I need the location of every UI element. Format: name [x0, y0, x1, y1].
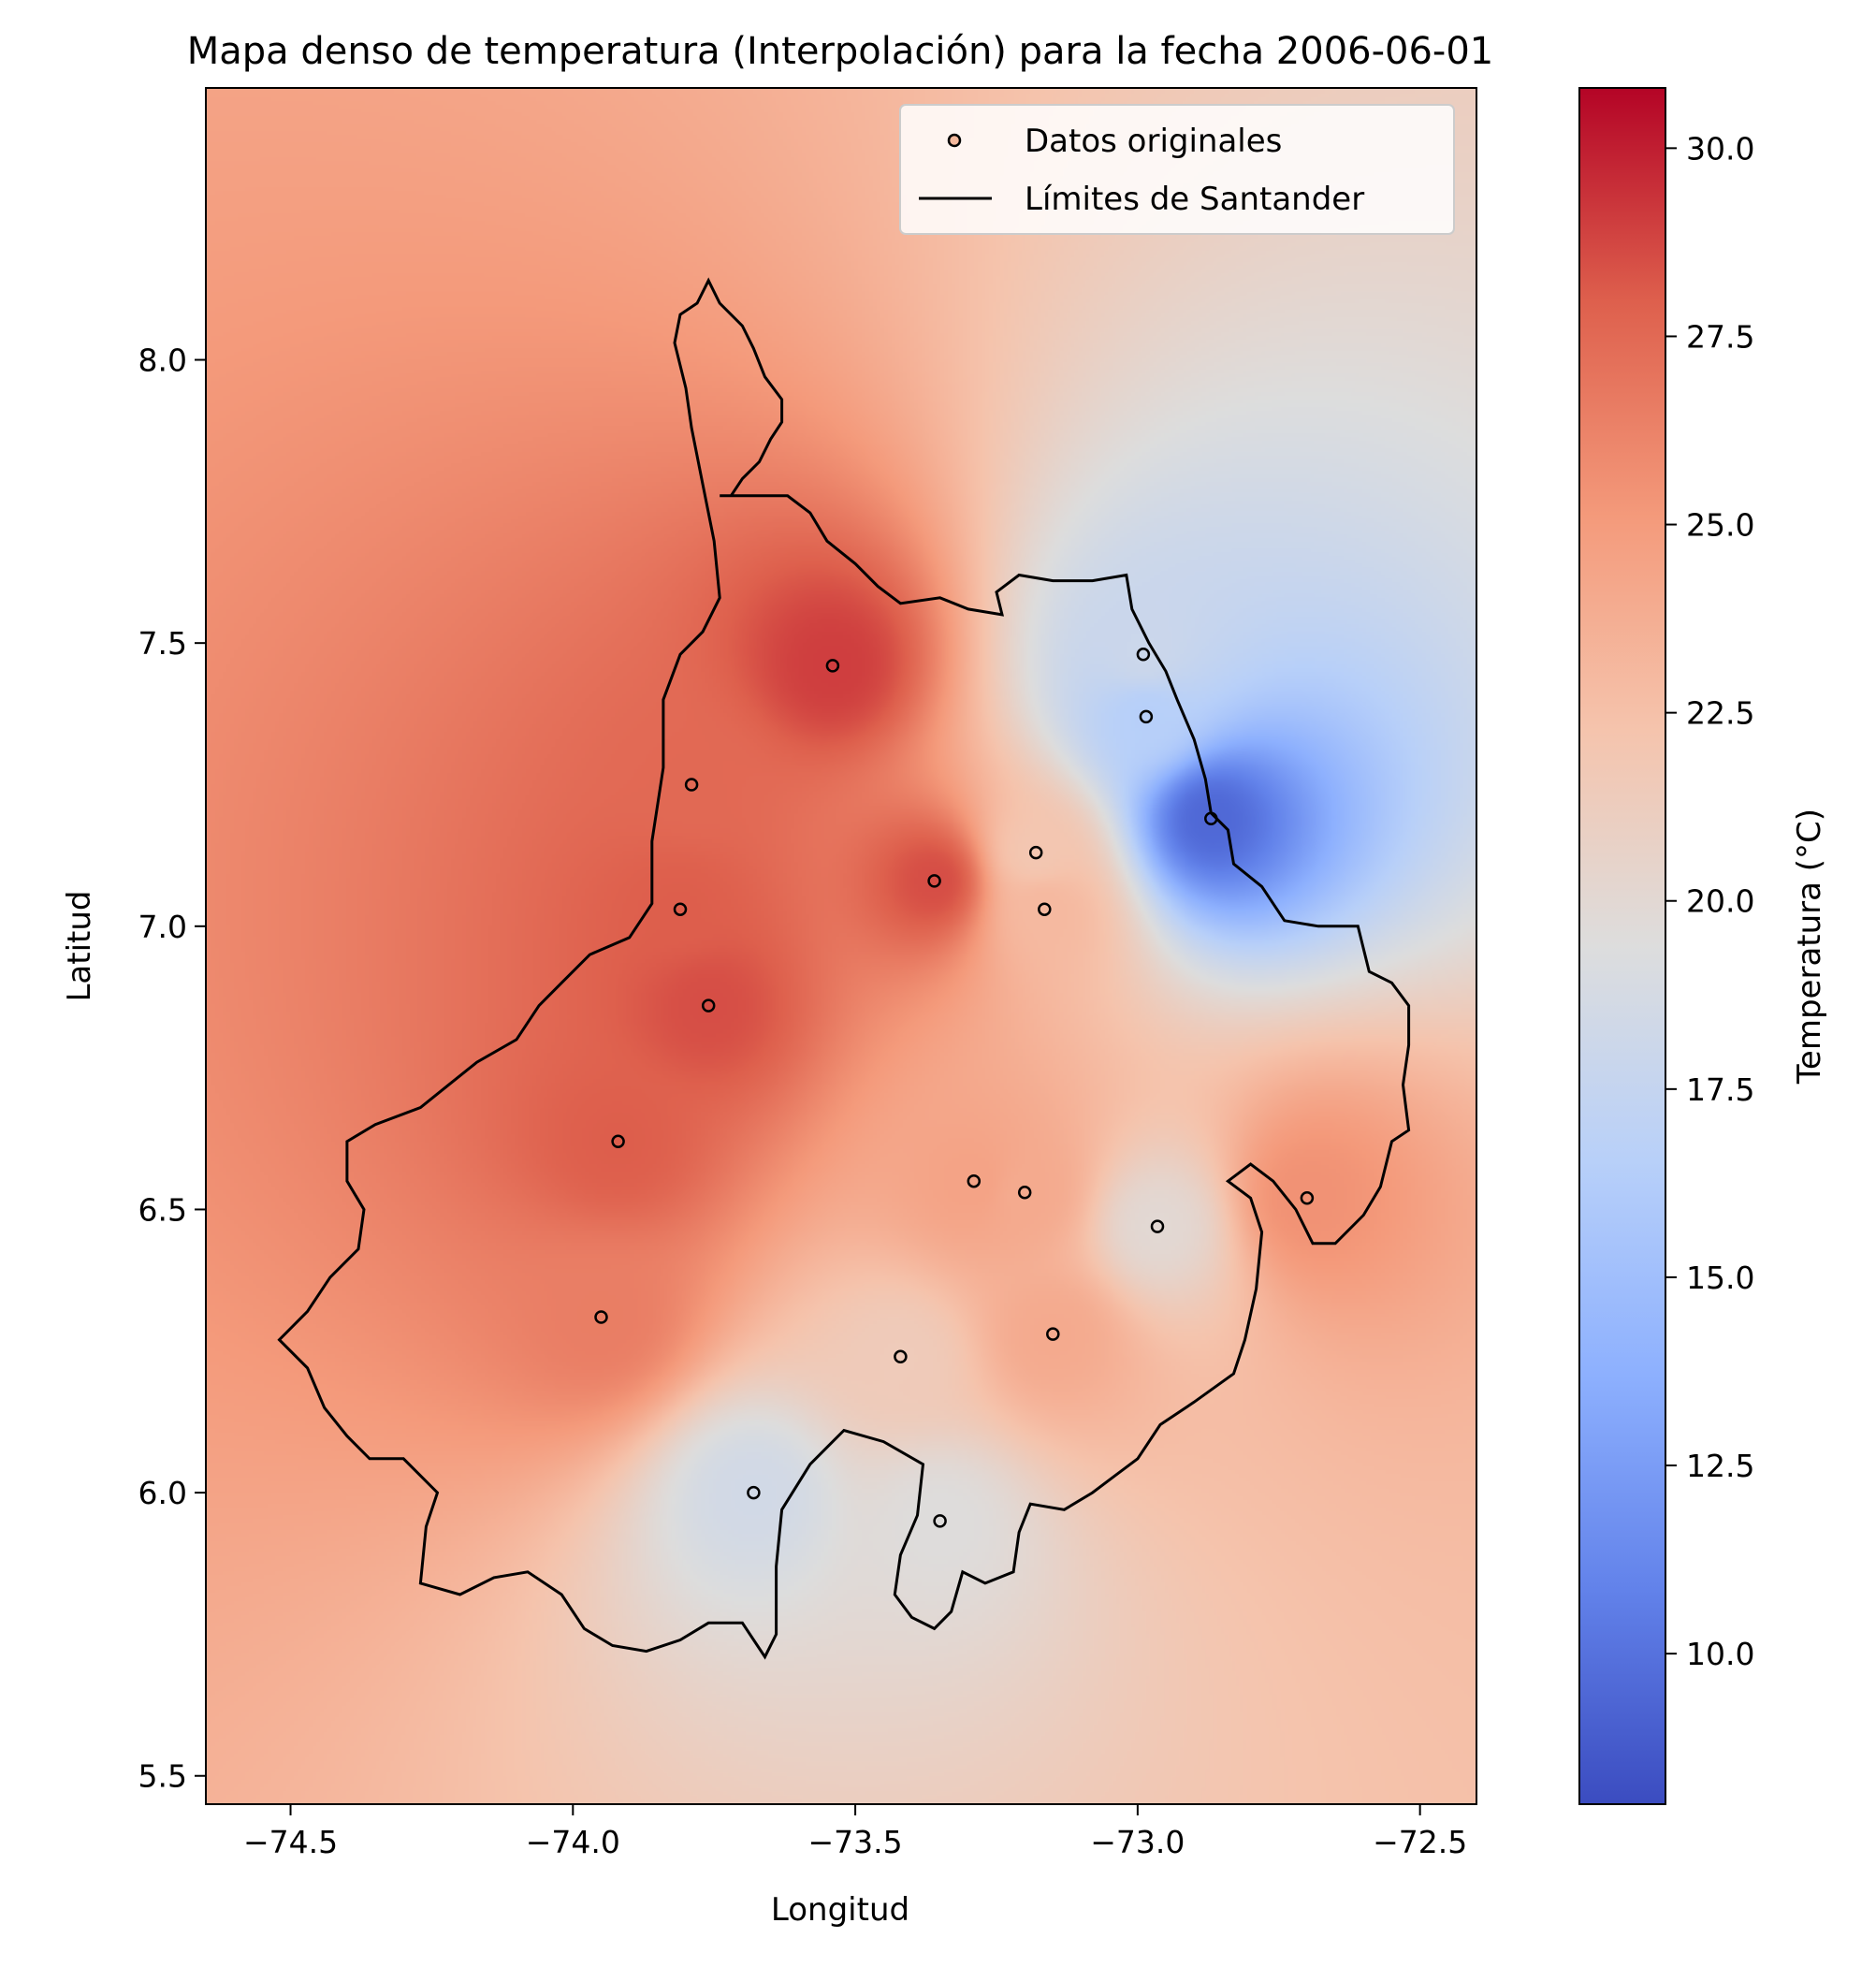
y-tick-label: 5.5	[138, 1758, 187, 1795]
station-point-1	[827, 660, 838, 671]
colorbar-label: Temperatura (°C)	[1791, 809, 1828, 1085]
x-axis-ticks: −74.5 −74.0 −73.5 −73.0 −72.5	[243, 1804, 1467, 1860]
colorbar-tick-label: 22.5	[1686, 695, 1754, 732]
y-tick-label: 8.0	[138, 342, 187, 379]
colorbar-tick-label: 27.5	[1686, 318, 1754, 355]
x-axis-label: Longitud	[771, 1891, 909, 1929]
station-point-6	[929, 875, 940, 886]
temperature-heatmap	[206, 88, 1476, 1804]
colorbar-gradient	[1579, 88, 1665, 1804]
station-point-19	[748, 1487, 759, 1498]
station-point-12	[968, 1175, 980, 1187]
colorbar-tick-label: 30.0	[1686, 130, 1754, 167]
station-point-17	[1047, 1329, 1058, 1340]
x-tick-label: −72.5	[1373, 1824, 1467, 1860]
station-point-15	[1302, 1192, 1313, 1203]
station-point-8	[1039, 904, 1050, 915]
station-point-11	[613, 1136, 624, 1147]
plot-area	[206, 88, 1476, 1804]
station-point-16	[596, 1312, 607, 1323]
station-point-3	[1141, 711, 1152, 722]
x-tick-label: −73.0	[1090, 1824, 1185, 1860]
y-tick-label: 6.0	[138, 1475, 187, 1511]
colorbar-ticks: 10.0 12.5 15.0 17.5 20.0 22.5 25.0 27.5 30.0	[1665, 130, 1754, 1672]
station-point-9	[675, 904, 686, 915]
colorbar-tick-label: 15.0	[1686, 1260, 1754, 1296]
x-tick-label: −74.0	[526, 1824, 620, 1860]
station-point-2	[1138, 648, 1149, 660]
colorbar-tick-label: 25.0	[1686, 507, 1754, 544]
legend-label-boundary: Límites de Santander	[1025, 181, 1364, 218]
station-point-10	[703, 1000, 714, 1012]
x-tick-label: −74.5	[243, 1824, 338, 1860]
station-point-13	[1019, 1187, 1030, 1198]
station-point-14	[1152, 1221, 1163, 1232]
y-axis-label: Latitud	[61, 890, 98, 1001]
legend-label-stations: Datos originales	[1025, 123, 1282, 160]
y-tick-label: 6.5	[138, 1191, 187, 1228]
colorbar-tick-label: 20.0	[1686, 883, 1754, 920]
colorbar: 10.0 12.5 15.0 17.5 20.0 22.5 25.0 27.5 30.0 Tem…	[1579, 88, 1828, 1804]
station-point-7	[1030, 847, 1041, 858]
station-point-18	[894, 1351, 906, 1362]
x-tick-label: −73.5	[808, 1824, 903, 1860]
legend: Datos originales Límites de Santander	[900, 105, 1454, 234]
y-axis-ticks: 5.5 6.0 6.5 7.0 7.5 8.0	[138, 342, 206, 1795]
station-point-5	[686, 780, 697, 791]
legend-marker-stations	[949, 135, 960, 146]
station-point-20	[935, 1515, 946, 1526]
chart-title: Mapa denso de temperatura (Interpolación…	[187, 30, 1494, 73]
colorbar-tick-label: 12.5	[1686, 1448, 1754, 1484]
colorbar-tick-label: 10.0	[1686, 1636, 1754, 1672]
colorbar-tick-label: 17.5	[1686, 1071, 1754, 1108]
y-tick-label: 7.5	[138, 625, 187, 662]
y-tick-label: 7.0	[138, 909, 187, 945]
